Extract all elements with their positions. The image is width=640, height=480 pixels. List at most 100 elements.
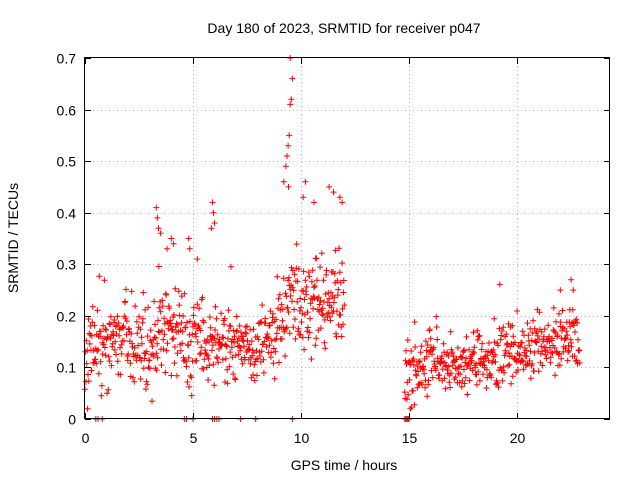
- data-point: [573, 316, 580, 323]
- data-point: [209, 199, 216, 206]
- data-point: [447, 328, 454, 335]
- data-point: [339, 305, 346, 312]
- data-point: [336, 245, 343, 252]
- data-point: [434, 336, 441, 343]
- data-point: [270, 360, 277, 367]
- data-point: [339, 260, 346, 267]
- data-point: [419, 381, 425, 388]
- data-point: [221, 315, 228, 322]
- data-point: [562, 335, 569, 341]
- data-point: [539, 362, 546, 369]
- data-point: [457, 371, 464, 378]
- data-point: [174, 350, 181, 357]
- data-point: [260, 356, 267, 363]
- data-point: [130, 374, 136, 381]
- data-point: [99, 351, 106, 358]
- data-point: [307, 300, 314, 307]
- data-point: [223, 343, 230, 350]
- data-point: [418, 343, 425, 350]
- data-point: [101, 277, 108, 284]
- data-point: [231, 339, 238, 346]
- data-point: [155, 225, 162, 232]
- data-point: [538, 343, 545, 350]
- data-point: [168, 327, 175, 334]
- data-point: [199, 294, 206, 301]
- data-point: [496, 281, 503, 288]
- data-point: [133, 357, 140, 364]
- data-point: [403, 347, 409, 354]
- data-point: [84, 405, 91, 412]
- data-point: [572, 329, 578, 335]
- data-point: [295, 325, 302, 332]
- data-point: [213, 315, 220, 322]
- data-point: [499, 377, 506, 384]
- y-tick-label: 0.1: [57, 360, 77, 376]
- data-point: [82, 378, 89, 385]
- data-point: [246, 346, 253, 353]
- data-point: [331, 294, 338, 301]
- data-point: [509, 322, 516, 329]
- data-point: [447, 384, 454, 391]
- data-point: [222, 379, 228, 385]
- data-point: [491, 339, 498, 346]
- data-point: [316, 301, 323, 308]
- data-point: [116, 332, 123, 339]
- data-point: [462, 374, 469, 381]
- data-point: [517, 343, 524, 350]
- data-point: [410, 387, 416, 394]
- data-point: [230, 371, 237, 377]
- data-point: [445, 363, 452, 370]
- data-point: [494, 379, 501, 386]
- data-point: [244, 323, 250, 330]
- data-point: [529, 360, 536, 367]
- data-point: [540, 333, 547, 340]
- data-point: [575, 336, 581, 343]
- data-point: [335, 286, 342, 293]
- data-point: [241, 343, 247, 350]
- data-point: [143, 378, 150, 385]
- data-point: [327, 317, 334, 324]
- data-point: [169, 336, 176, 343]
- data-point: [573, 357, 580, 364]
- data-point: [182, 324, 189, 331]
- data-point: [158, 327, 165, 334]
- data-point: [446, 379, 453, 386]
- x-tick-label: 0: [82, 430, 90, 446]
- data-point: [226, 322, 233, 329]
- data-point: [194, 256, 201, 263]
- data-point: [563, 328, 570, 335]
- data-point: [290, 287, 297, 294]
- data-point: [216, 346, 222, 352]
- data-point: [113, 351, 120, 358]
- data-point: [157, 308, 164, 315]
- data-point: [242, 324, 249, 330]
- y-axis-label: SRMTID / TECUs: [5, 183, 21, 293]
- data-point: [438, 353, 445, 360]
- data-point: [294, 278, 301, 285]
- data-point: [301, 346, 308, 353]
- data-point: [571, 353, 578, 359]
- data-point: [131, 378, 138, 385]
- data-point: [410, 361, 417, 368]
- data-point: [107, 321, 114, 328]
- data-point: [445, 352, 452, 359]
- data-point: [525, 332, 532, 339]
- data-point: [208, 225, 215, 232]
- data-point: [232, 352, 239, 359]
- data-point: [184, 379, 191, 385]
- data-point: [460, 347, 467, 354]
- data-point: [137, 326, 144, 333]
- data-point: [567, 323, 574, 330]
- data-point: [336, 269, 343, 276]
- data-point: [292, 316, 298, 323]
- data-point: [471, 344, 478, 351]
- data-point: [486, 340, 492, 346]
- data-point: [193, 333, 199, 340]
- data-point: [549, 350, 556, 357]
- data-point: [146, 365, 153, 372]
- data-point: [215, 359, 222, 366]
- data-point: [193, 357, 200, 364]
- data-point: [157, 230, 164, 237]
- data-point: [96, 273, 103, 280]
- data-point: [332, 247, 339, 254]
